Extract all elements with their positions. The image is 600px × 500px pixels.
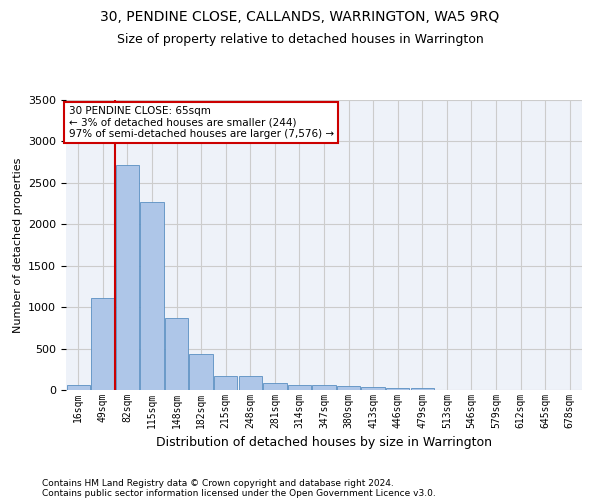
- Bar: [165, 318, 188, 390]
- Bar: [214, 376, 238, 390]
- Bar: [361, 387, 385, 390]
- X-axis label: Distribution of detached houses by size in Warrington: Distribution of detached houses by size …: [156, 436, 492, 450]
- Bar: [91, 298, 115, 390]
- Bar: [288, 384, 311, 390]
- Bar: [313, 386, 335, 390]
- Bar: [410, 388, 434, 390]
- Bar: [140, 202, 164, 390]
- Text: 30 PENDINE CLOSE: 65sqm
← 3% of detached houses are smaller (244)
97% of semi-de: 30 PENDINE CLOSE: 65sqm ← 3% of detached…: [68, 106, 334, 139]
- Text: Contains public sector information licensed under the Open Government Licence v3: Contains public sector information licen…: [42, 488, 436, 498]
- Bar: [190, 354, 213, 390]
- Y-axis label: Number of detached properties: Number of detached properties: [13, 158, 23, 332]
- Bar: [116, 164, 139, 390]
- Bar: [67, 386, 90, 390]
- Text: 30, PENDINE CLOSE, CALLANDS, WARRINGTON, WA5 9RQ: 30, PENDINE CLOSE, CALLANDS, WARRINGTON,…: [100, 10, 500, 24]
- Bar: [263, 382, 287, 390]
- Text: Size of property relative to detached houses in Warrington: Size of property relative to detached ho…: [116, 32, 484, 46]
- Bar: [386, 388, 409, 390]
- Text: Contains HM Land Registry data © Crown copyright and database right 2024.: Contains HM Land Registry data © Crown c…: [42, 478, 394, 488]
- Bar: [239, 376, 262, 390]
- Bar: [337, 386, 360, 390]
